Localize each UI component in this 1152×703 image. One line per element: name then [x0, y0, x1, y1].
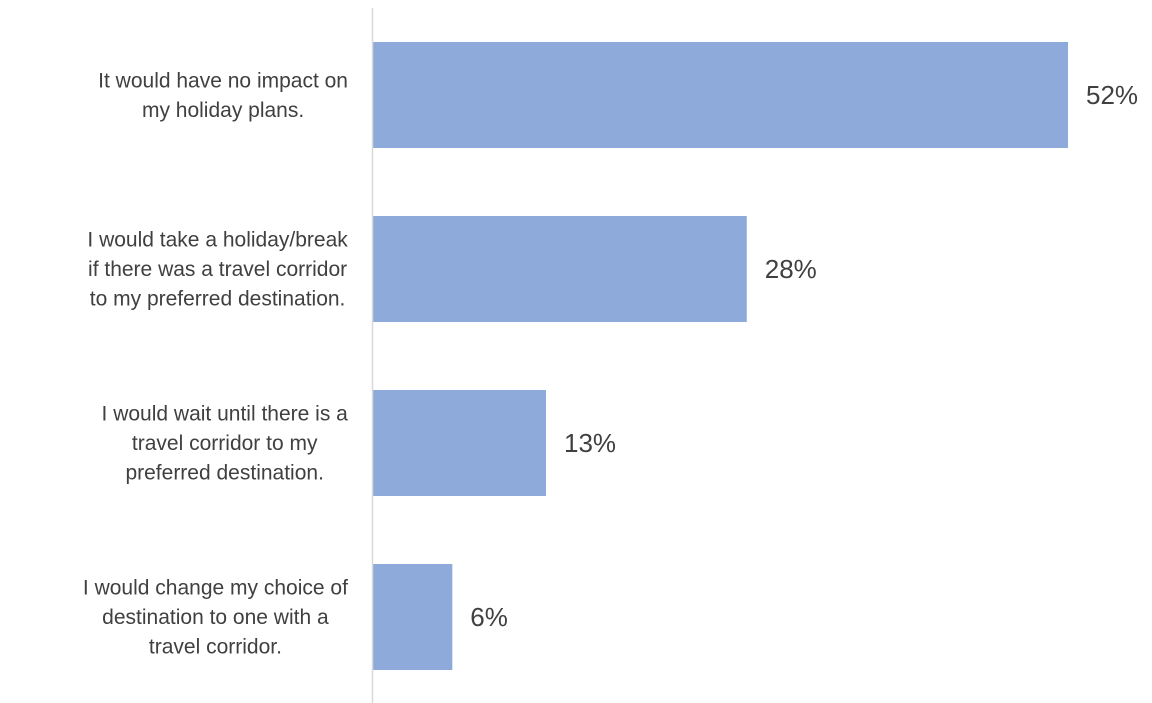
category-label-line: if there was a travel corridor [88, 258, 347, 281]
category-label-line: I would change my choice of [83, 577, 348, 600]
category-label-2: I would take a holiday/break if there was… [87, 229, 348, 311]
data-label-3: 13% [564, 428, 616, 458]
bar-2 [372, 216, 747, 322]
category-labels-group: It would have no impact on my holiday pla… [83, 69, 348, 658]
category-label-3: I would wait until there is a travel corr… [102, 403, 349, 485]
data-labels-group: 52% 28% 13% 6% [470, 80, 1138, 632]
category-label-line: travel corridor to my [132, 432, 318, 455]
category-label-line: preferred destination. [125, 462, 323, 485]
category-label-line: to my preferred destination. [90, 288, 346, 311]
category-label-1: It would have no impact on my holiday pla… [98, 69, 348, 122]
category-label-line: I would wait until there is a [102, 403, 349, 426]
category-label-4: I would change my choice of destination t… [83, 577, 348, 659]
bar-3 [372, 390, 546, 496]
data-label-4: 6% [470, 602, 508, 632]
bars-group [372, 42, 1068, 670]
category-label-line: I would take a holiday/break [87, 229, 348, 252]
bar-4 [372, 564, 453, 670]
category-label-line: my holiday plans. [142, 99, 304, 122]
category-label-line: It would have no impact on [98, 69, 348, 92]
data-label-1: 52% [1086, 80, 1138, 110]
category-label-line: travel corridor. [149, 636, 282, 659]
data-label-2: 28% [765, 254, 817, 284]
bar-1 [372, 42, 1068, 148]
category-label-line: destination to one with a [102, 606, 329, 629]
